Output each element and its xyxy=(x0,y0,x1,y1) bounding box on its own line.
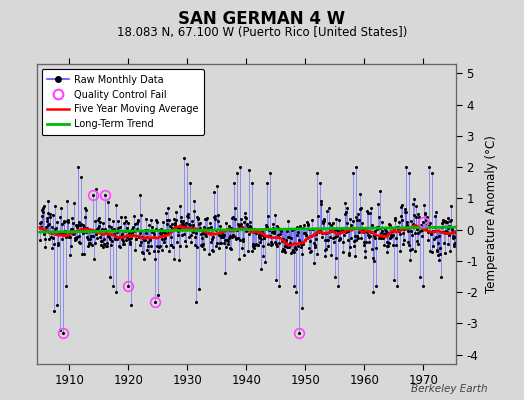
Legend: Raw Monthly Data, Quality Control Fail, Five Year Moving Average, Long-Term Tren: Raw Monthly Data, Quality Control Fail, … xyxy=(41,69,204,135)
Text: SAN GERMAN 4 W: SAN GERMAN 4 W xyxy=(179,10,345,28)
Y-axis label: Temperature Anomaly (°C): Temperature Anomaly (°C) xyxy=(485,135,498,293)
Text: 18.083 N, 67.100 W (Puerto Rico [United States]): 18.083 N, 67.100 W (Puerto Rico [United … xyxy=(117,26,407,39)
Text: Berkeley Earth: Berkeley Earth xyxy=(411,384,487,394)
